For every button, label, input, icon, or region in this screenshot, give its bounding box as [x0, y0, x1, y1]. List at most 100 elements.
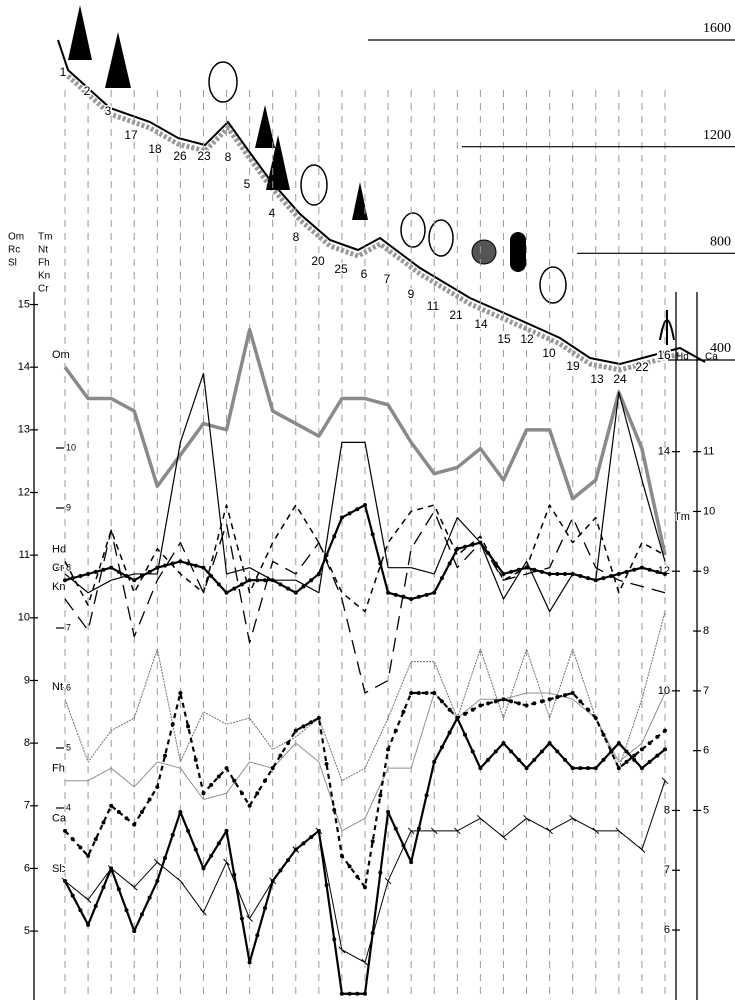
series-marker: [86, 922, 91, 927]
series-marker: [177, 877, 184, 885]
series-marker: [493, 699, 498, 704]
series-line: [63, 327, 667, 556]
series-marker: [153, 858, 161, 866]
series-marker: [186, 724, 191, 729]
y-tick-label: 5: [24, 925, 30, 937]
series-marker: [232, 586, 237, 591]
series-marker: [393, 592, 398, 597]
series-marker: [209, 574, 214, 579]
series-marker: [338, 946, 346, 954]
series-marker: [386, 590, 391, 595]
series-marker: [539, 699, 544, 704]
series-marker: [301, 841, 306, 846]
series-marker: [539, 569, 544, 574]
series-marker: [178, 559, 183, 564]
series-marker: [301, 584, 306, 589]
elevation-label: 400: [710, 341, 731, 356]
series-marker: [278, 753, 283, 758]
series-marker: [63, 828, 67, 833]
series-marker: [563, 571, 567, 576]
legend-label: Hd: [52, 543, 66, 555]
site-label: 20: [311, 254, 325, 268]
series-marker: [601, 732, 606, 737]
series-marker: [409, 597, 414, 602]
series-marker: [263, 778, 267, 783]
series-marker: [384, 877, 392, 885]
site-label: 12: [520, 332, 534, 346]
series-marker: [263, 578, 267, 583]
series-marker: [286, 586, 291, 591]
elevation-label: 800: [710, 235, 731, 250]
series-marker: [347, 991, 352, 996]
series-marker: [70, 893, 75, 898]
series-marker: [132, 822, 137, 827]
y-tick-label: 8: [703, 625, 709, 637]
series-marker: [563, 757, 567, 762]
axis-title: Fh: [38, 258, 50, 269]
site-label: 18: [148, 142, 162, 156]
ground-line: [57, 39, 706, 366]
series-marker: [209, 853, 214, 858]
series-marker: [355, 507, 360, 512]
series-marker: [339, 853, 344, 858]
series-marker: [93, 837, 98, 842]
series-marker: [486, 701, 491, 706]
y-tick-label: 6: [703, 745, 709, 757]
series-marker: [193, 847, 198, 852]
series-marker: [555, 749, 560, 754]
series-marker: [278, 582, 283, 587]
series-marker: [655, 569, 660, 574]
series-marker: [486, 757, 491, 762]
series-marker: [501, 697, 506, 702]
series-marker: [470, 749, 475, 754]
y-tick-label: 15: [18, 298, 30, 310]
series-marker: [347, 511, 352, 516]
series-marker: [370, 532, 375, 537]
series-marker: [163, 563, 167, 568]
willow: [659, 310, 675, 345]
series-marker: [170, 722, 175, 727]
y-tick-label: 14: [18, 361, 30, 373]
y-tick-label: 9: [703, 565, 709, 577]
series-marker: [655, 734, 660, 739]
series-marker: [632, 567, 637, 572]
series-marker: [109, 866, 114, 871]
series-marker: [239, 916, 244, 921]
series-marker: [616, 571, 621, 576]
series-marker: [447, 561, 452, 566]
series-marker: [501, 741, 506, 746]
series-marker: [407, 827, 415, 835]
series-marker: [546, 827, 553, 835]
vegetation-profile: [57, 5, 706, 373]
series-marker: [639, 565, 644, 570]
series-marker: [555, 695, 560, 700]
series-marker: [355, 874, 360, 879]
series-marker: [532, 757, 537, 762]
y-tick-label: 12: [18, 486, 30, 498]
series-marker: [124, 574, 129, 579]
series-marker: [416, 594, 421, 599]
series-marker: [524, 766, 529, 771]
series-marker: [209, 782, 214, 787]
series-marker: [155, 784, 160, 789]
legend-label: Kn: [52, 581, 65, 593]
series-marker: [532, 701, 537, 706]
series-marker: [216, 774, 221, 779]
series-marker: [216, 841, 221, 846]
series-marker: [170, 833, 175, 838]
site-label: 7: [384, 272, 391, 286]
site-label: 21: [449, 308, 463, 322]
series-marker: [246, 915, 253, 922]
series-marker: [139, 574, 144, 579]
series-marker: [147, 569, 152, 574]
series-marker: [478, 703, 483, 708]
series-marker: [216, 582, 221, 587]
series-marker: [301, 724, 306, 729]
series-marker: [124, 816, 129, 821]
series-marker: [201, 866, 206, 871]
series-marker: [386, 810, 391, 815]
y-tick-label: 9: [24, 674, 30, 686]
series-marker: [516, 567, 521, 572]
series-marker: [539, 749, 544, 754]
